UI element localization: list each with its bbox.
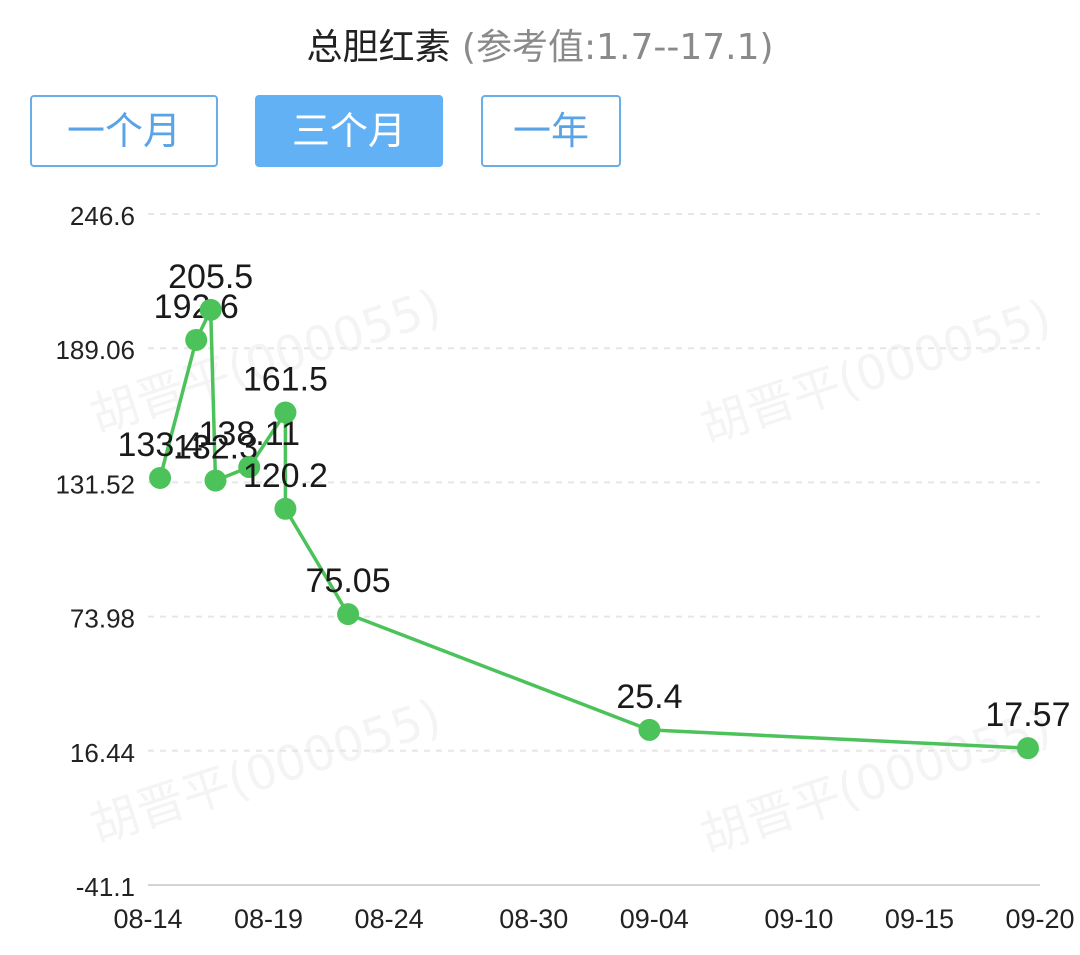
chart-title: 总胆红素 (参考值:1.7--17.1) [0, 18, 1080, 70]
series-line [158, 308, 1028, 750]
data-point [638, 718, 661, 741]
x-tick-label: 09-10 [764, 904, 833, 934]
x-tick-label: 08-19 [234, 904, 303, 934]
x-tick-label: 08-30 [499, 904, 568, 934]
range-tab-three-months[interactable]: 三个月 [255, 95, 443, 167]
y-tick-label: 246.6 [70, 201, 135, 231]
data-label: 161.5 [243, 360, 328, 398]
x-tick-label: 09-15 [885, 904, 954, 934]
data-point [149, 467, 172, 490]
data-point [1016, 737, 1039, 760]
data-label: 133.4 [118, 426, 203, 464]
x-tick-label: 09-20 [1005, 904, 1074, 934]
range-tab-one-year[interactable]: 一年 [481, 95, 621, 167]
y-tick-label: 16.44 [70, 738, 135, 768]
data-point [274, 401, 297, 424]
x-tick-label: 08-24 [355, 904, 424, 934]
data-label: 75.05 [306, 562, 391, 600]
data-label: 25.4 [616, 678, 682, 716]
data-label: 205.5 [168, 258, 253, 296]
data-label: 192.6 [154, 288, 239, 326]
reference-range: (参考值:1.7--17.1) [461, 27, 774, 68]
x-tick-label: 09-04 [620, 904, 689, 934]
chart-title-text: 总胆红素 [306, 27, 451, 68]
y-tick-label: 131.52 [55, 469, 135, 499]
y-tick-label: -41.1 [76, 872, 135, 902]
y-tick-label: 73.98 [70, 604, 135, 634]
data-point [238, 456, 261, 479]
y-tick-label: 189.06 [55, 335, 135, 365]
x-tick-label: 08-14 [113, 904, 182, 934]
data-point [274, 497, 297, 520]
data-point [185, 328, 208, 351]
data-label: 17.57 [985, 696, 1070, 734]
data-point [204, 469, 227, 492]
data-label: 120.2 [243, 457, 328, 495]
data-point [199, 298, 222, 321]
range-tab-one-month[interactable]: 一个月 [30, 95, 218, 167]
data-point [337, 603, 360, 626]
